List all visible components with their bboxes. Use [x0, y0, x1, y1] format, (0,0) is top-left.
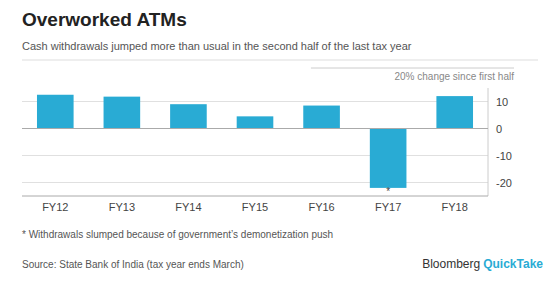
bar	[370, 129, 407, 188]
x-tick-label: FY17	[375, 201, 401, 213]
y-tick-label: 10	[496, 96, 508, 108]
x-tick-label: FY16	[308, 201, 334, 213]
source: Source: State Bank of India (tax year en…	[22, 259, 244, 270]
y-tick-label: -20	[496, 177, 512, 189]
zero-line	[22, 128, 488, 129]
grid-line	[22, 128, 488, 129]
x-tick-label: FY14	[175, 201, 201, 213]
x-tick-label: FY15	[242, 201, 268, 213]
grid-line	[22, 155, 488, 156]
bar	[37, 95, 74, 129]
y-tick-label: 0	[496, 123, 502, 135]
x-tick-label: FY12	[42, 201, 68, 213]
y-axis: -20 -10 0 10	[22, 96, 512, 189]
bar	[104, 97, 141, 129]
bars	[37, 95, 473, 188]
x-tick-label: FY13	[109, 201, 135, 213]
chart-canvas: Overworked ATMs Cash withdrawals jumped m…	[0, 0, 560, 282]
branding: QuickTake	[483, 257, 543, 271]
bar	[237, 116, 274, 128]
axis-label: 20% change since first half	[394, 71, 514, 82]
bar	[170, 104, 207, 128]
x-tick-label: FY18	[442, 201, 468, 213]
annotation: *	[386, 186, 390, 197]
y-axis-line	[488, 88, 489, 196]
subtitle: Cash withdrawals jumped more than usual …	[22, 40, 412, 52]
branding: Bloomberg	[422, 257, 480, 271]
footnote: * Withdrawals slumped because of governm…	[22, 229, 333, 240]
title: Overworked ATMs	[22, 9, 187, 30]
x-axis-line	[22, 196, 488, 197]
background	[0, 0, 560, 282]
y-tick-label: -10	[496, 150, 512, 162]
separator	[22, 60, 538, 61]
label-rule	[311, 68, 514, 69]
grid-line	[22, 101, 488, 102]
bar	[303, 106, 340, 129]
bar	[436, 96, 473, 128]
grid-line	[22, 182, 488, 183]
